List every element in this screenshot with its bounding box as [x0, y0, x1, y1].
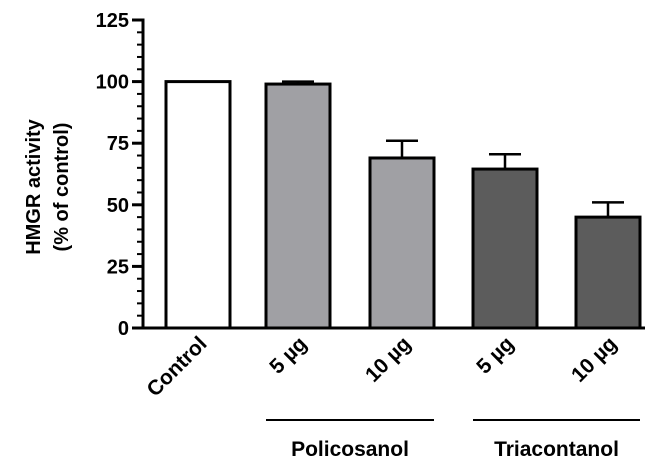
group-label: Triacontanol: [494, 438, 619, 461]
x-axis-category-labels: Control 5 µg 10 µg 5 µg 10 µg: [142, 332, 621, 401]
bar: [164, 80, 232, 330]
y-tick-label: 25: [107, 256, 129, 278]
x-category-label: 10 µg: [361, 332, 416, 387]
y-tick-label: 100: [96, 72, 129, 94]
x-category-label: 5 µg: [472, 332, 518, 378]
bar: [471, 167, 539, 330]
y-tick-label: 50: [107, 195, 129, 217]
group-label: Policosanol: [291, 438, 409, 461]
x-category-label: 5 µg: [265, 332, 311, 378]
bar: [264, 82, 332, 330]
y-axis-label-line2: (% of control): [51, 123, 73, 252]
y-axis-label-line1: HMGR activity: [23, 118, 45, 254]
error-bars: [282, 80, 624, 218]
y-tick-label: 0: [118, 318, 129, 340]
y-axis-tick-labels: 0 25 50 75 100 125: [96, 10, 129, 340]
y-tick-label: 125: [96, 10, 129, 32]
group-brackets: Policosanol Triacontanol: [266, 419, 640, 461]
y-axis-ticks: [132, 18, 143, 330]
bar: [368, 156, 436, 330]
bars: [164, 80, 642, 330]
bar: [574, 215, 642, 330]
x-category-label: Control: [142, 332, 211, 401]
y-tick-label: 75: [107, 133, 129, 155]
x-category-label: 10 µg: [567, 332, 622, 387]
